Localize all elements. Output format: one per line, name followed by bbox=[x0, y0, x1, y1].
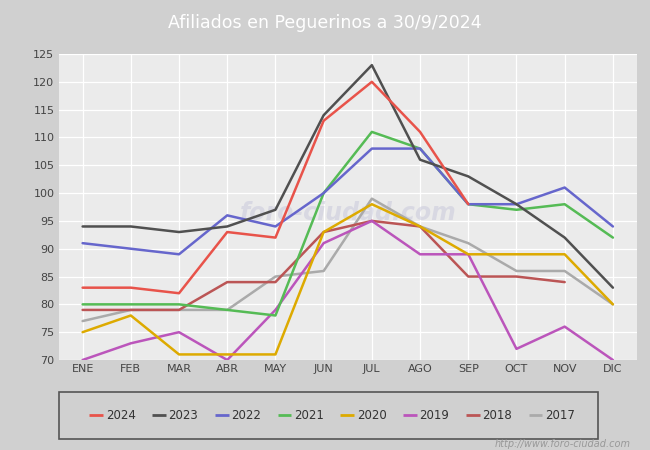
Text: foro-ciudad.com: foro-ciudad.com bbox=[239, 201, 456, 225]
Text: 2021: 2021 bbox=[294, 409, 324, 422]
Text: 2022: 2022 bbox=[231, 409, 261, 422]
Text: http://www.foro-ciudad.com: http://www.foro-ciudad.com bbox=[495, 439, 630, 449]
Text: 2019: 2019 bbox=[419, 409, 449, 422]
Text: 2020: 2020 bbox=[357, 409, 386, 422]
Text: 2017: 2017 bbox=[545, 409, 575, 422]
Text: 2023: 2023 bbox=[168, 409, 198, 422]
Text: 2024: 2024 bbox=[106, 409, 136, 422]
Text: 2018: 2018 bbox=[482, 409, 512, 422]
Text: Afiliados en Peguerinos a 30/9/2024: Afiliados en Peguerinos a 30/9/2024 bbox=[168, 14, 482, 32]
